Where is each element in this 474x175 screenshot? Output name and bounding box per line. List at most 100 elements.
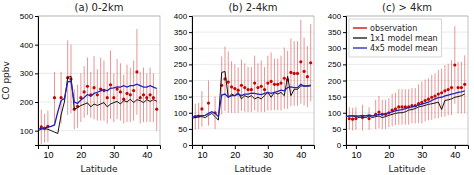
axis-line (347, 146, 469, 150)
point (296, 72, 299, 75)
tick: 200 (20, 98, 38, 107)
grid-line (192, 80, 314, 81)
tick-label: 100 (174, 109, 188, 118)
point (250, 88, 253, 91)
plot-frame (38, 16, 160, 145)
point (427, 98, 430, 101)
legend-box (349, 19, 442, 57)
point (53, 96, 56, 99)
title: (b) 2-4km (228, 2, 277, 13)
point (149, 93, 152, 96)
tick-label: 500 (20, 12, 34, 21)
tick: 100 (174, 109, 192, 118)
tick-label: 150 (328, 93, 342, 102)
title: (a) 0-2km (75, 2, 124, 13)
line (38, 76, 157, 133)
point (96, 93, 99, 96)
grid-line (38, 73, 160, 74)
point (129, 93, 132, 96)
tick-mark (114, 145, 115, 149)
axis-line (35, 17, 39, 146)
error-bars (195, 20, 310, 130)
tick-mark (343, 81, 346, 82)
tick-mark (189, 48, 192, 49)
point (263, 88, 266, 91)
point (145, 96, 148, 99)
point (276, 83, 279, 86)
point (460, 86, 463, 89)
point (132, 89, 135, 92)
figure: 10203040100200300400500(a) 0-2kmLatitude… (0, 0, 474, 175)
tick-mark (48, 145, 49, 149)
tick-label: 100 (328, 109, 342, 118)
tick-label: 0 (183, 141, 188, 150)
line (346, 91, 465, 117)
tick-label: 10 (43, 150, 53, 160)
tick: 0 (183, 141, 192, 150)
point (125, 92, 128, 95)
legend-swatch (353, 27, 367, 28)
tick: 500 (20, 12, 38, 21)
point (397, 105, 400, 108)
tick-label: 400 (174, 12, 188, 21)
tick-label: 300 (328, 44, 342, 53)
legend-swatch (353, 47, 367, 48)
panel: 10203040050100150200250300350400(c) > 4k… (328, 2, 469, 174)
point (351, 118, 354, 121)
grid-line (346, 112, 468, 113)
tick: 300 (20, 69, 38, 78)
tick: 400 (20, 41, 38, 50)
point (283, 77, 286, 80)
point (106, 96, 109, 99)
tick-mark (343, 64, 346, 65)
tick-mark (189, 97, 192, 98)
plot-frame (192, 16, 314, 145)
tick: 0 (337, 141, 346, 150)
point (207, 101, 210, 104)
point (303, 70, 306, 73)
grid-line (346, 96, 468, 97)
line (38, 81, 157, 129)
point (119, 90, 122, 93)
point (237, 89, 240, 92)
tick: 20 (76, 145, 86, 160)
axis-line (39, 146, 161, 150)
tick-label: 200 (174, 77, 188, 86)
grid-line (38, 130, 160, 131)
point (233, 87, 236, 90)
tick-label: 400 (20, 41, 34, 50)
tick-mark (343, 48, 346, 49)
grid-line (346, 128, 468, 129)
tick-mark (422, 145, 423, 149)
line (346, 94, 465, 118)
point (424, 99, 427, 102)
tick: 350 (174, 28, 192, 37)
y-axis: 050100150200250300350400 (174, 12, 193, 150)
point (227, 81, 230, 84)
tick-label: 30 (417, 150, 427, 160)
tick: 200 (328, 77, 346, 86)
grid-line (192, 32, 314, 33)
tick: 50 (332, 125, 346, 134)
point (86, 85, 89, 88)
tick-mark (301, 145, 302, 149)
tick: 10 (197, 145, 207, 160)
tick-label: 100 (20, 127, 34, 136)
tick-mark (268, 145, 269, 149)
point (270, 80, 273, 83)
grid-line (192, 64, 314, 65)
point (457, 86, 460, 89)
point (453, 63, 456, 66)
point (253, 81, 256, 84)
grid-line (192, 48, 314, 49)
x-label: Latitude (80, 164, 118, 174)
tick-mark (202, 145, 203, 149)
point (348, 117, 351, 120)
y-grid (192, 16, 314, 145)
y-grid (346, 16, 468, 145)
tick-label: 300 (174, 44, 188, 53)
point (256, 86, 259, 89)
point (112, 96, 115, 99)
tick-mark (189, 81, 192, 82)
x-axis: 10203040 (39, 145, 161, 160)
